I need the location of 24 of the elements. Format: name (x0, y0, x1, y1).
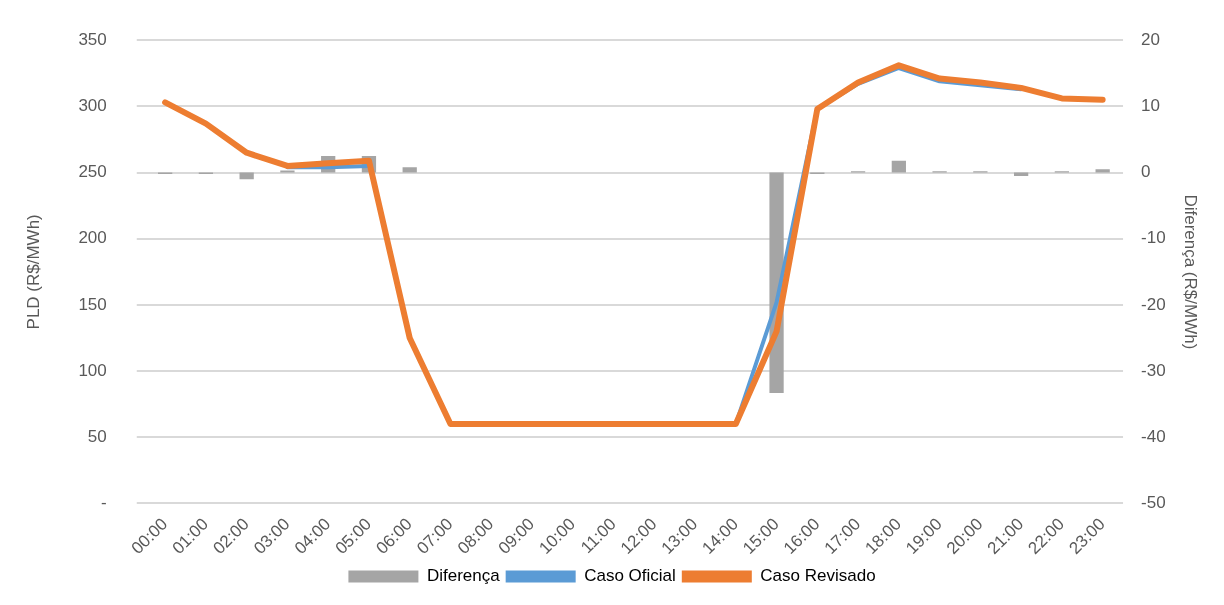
y2-axis-title: Diferença (R$/MWh) (1181, 194, 1201, 350)
bar (402, 167, 417, 173)
bar (891, 160, 906, 173)
legend-label: Caso Oficial (584, 566, 676, 586)
legend-label: Diferença (426, 566, 501, 586)
y-tick-label: 150 (78, 294, 107, 314)
bar (1095, 169, 1110, 173)
y-tick-label: 350 (78, 29, 107, 49)
y-tick-label: 200 (78, 228, 107, 248)
y-tick-label: 250 (78, 162, 107, 182)
y-axis-title: PLD (R$/MWh) (23, 214, 43, 330)
y2-tick-label: -30 (1141, 360, 1166, 380)
y2-tick-label: 20 (1141, 29, 1160, 49)
y-tick-label: 300 (78, 96, 107, 116)
y-tick-label: 50 (87, 427, 107, 446)
y2-tick-label: -20 (1141, 294, 1166, 314)
y-tick-label: - (101, 493, 107, 513)
legend-label: Caso Revisado (760, 566, 876, 586)
y2-tick-label: -50 (1141, 493, 1166, 513)
y2-tick-label: -10 (1141, 228, 1166, 248)
y2-tick-label: -40 (1141, 427, 1166, 446)
y2-tick-label: 10 (1141, 96, 1160, 116)
y2-tick-label: 0 (1141, 162, 1151, 182)
y-tick-label: 100 (78, 360, 107, 380)
